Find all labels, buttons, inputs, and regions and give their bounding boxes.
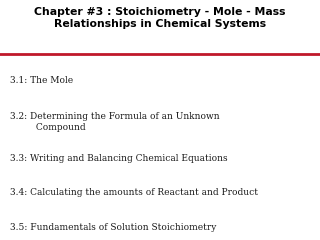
Text: 3.3: Writing and Balancing Chemical Equations: 3.3: Writing and Balancing Chemical Equa… (10, 154, 227, 163)
Text: 3.4: Calculating the amounts of Reactant and Product: 3.4: Calculating the amounts of Reactant… (10, 188, 258, 197)
Text: 3.2: Determining the Formula of an Unknown
         Compound: 3.2: Determining the Formula of an Unkno… (10, 112, 219, 132)
Text: 3.5: Fundamentals of Solution Stoichiometry: 3.5: Fundamentals of Solution Stoichiome… (10, 223, 216, 232)
Text: 3.1: The Mole: 3.1: The Mole (10, 76, 73, 85)
Text: Chapter #3 : Stoichiometry - Mole - Mass
Relationships in Chemical Systems: Chapter #3 : Stoichiometry - Mole - Mass… (34, 7, 286, 29)
